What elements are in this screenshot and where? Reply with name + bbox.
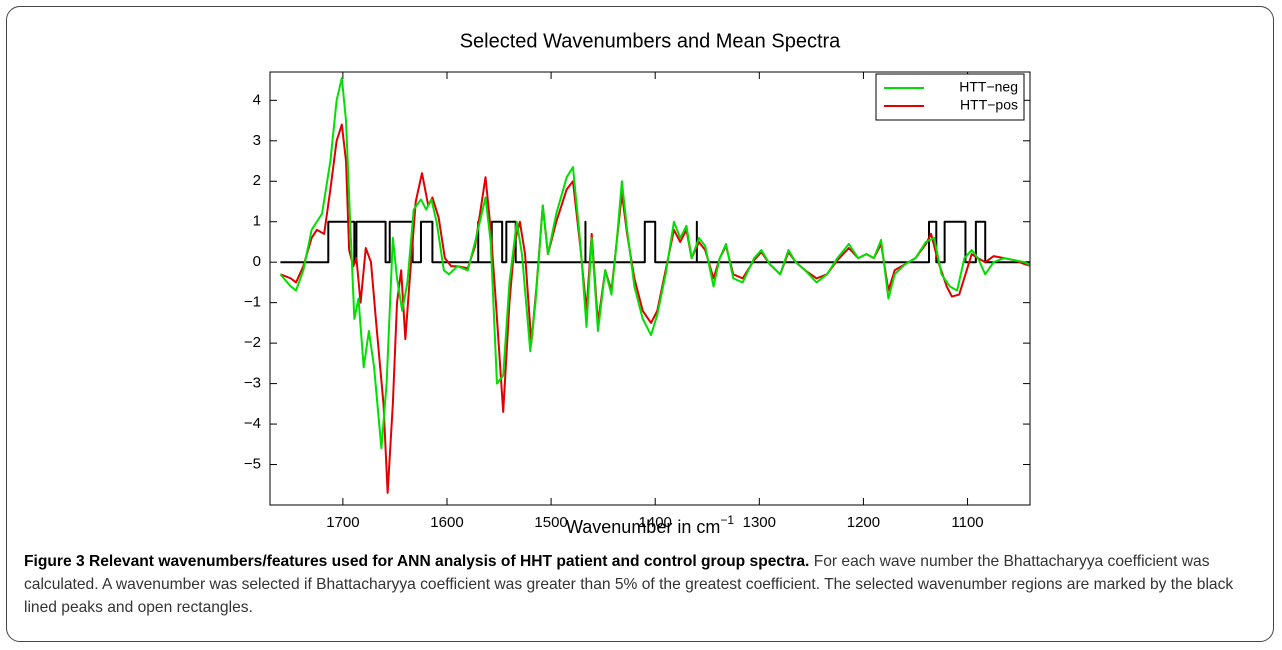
y-tick-label: −3 [244,375,261,392]
x-tick-label: 1100 [951,514,983,531]
legend-label: HTT−neg [959,79,1018,95]
y-tick-label: 0 [253,253,261,270]
x-tick-label: 1700 [326,514,359,531]
series-line [280,220,1030,264]
caption-text: For each wave number the Bhattacharyya c… [24,553,1234,616]
x-tick-label: 1600 [430,514,463,531]
figure-frame [6,6,1274,642]
y-tick-label: 2 [253,172,261,189]
series-line [279,77,1030,450]
y-tick-label: −5 [244,456,261,473]
x-axis-label: Wavenumber in cm−1 [566,513,734,537]
x-tick-label: 1400 [639,514,672,531]
chart-title: Selected Wavenumbers and Mean Spectra [460,30,841,52]
axes-box [269,71,1031,506]
x-axis-label-text: Wavenumber in cm [566,517,720,537]
caption-title: Figure 3 Relevant wavenumbers/features u… [24,553,810,570]
x-tick-label: 1200 [847,514,880,531]
y-tick-label: −2 [244,334,261,351]
y-tick-label: 4 [253,91,261,108]
legend-box [875,73,1025,121]
x-tick-label: 1500 [534,514,567,531]
x-tick-label: 1300 [743,514,776,531]
y-tick-label: 1 [253,213,261,230]
y-tick-label: 3 [253,132,261,149]
series-group [279,77,1030,494]
caption: Figure 3 Relevant wavenumbers/features u… [24,550,1264,619]
y-tick-label: −4 [244,415,261,432]
plot-area [270,72,1030,505]
y-tick-label: −1 [244,294,261,311]
x-axis-label-sup: −1 [720,513,734,527]
legend-label: HTT−pos [960,97,1018,113]
chart: Selected Wavenumbers and Mean Spectra Wa… [244,30,1031,537]
